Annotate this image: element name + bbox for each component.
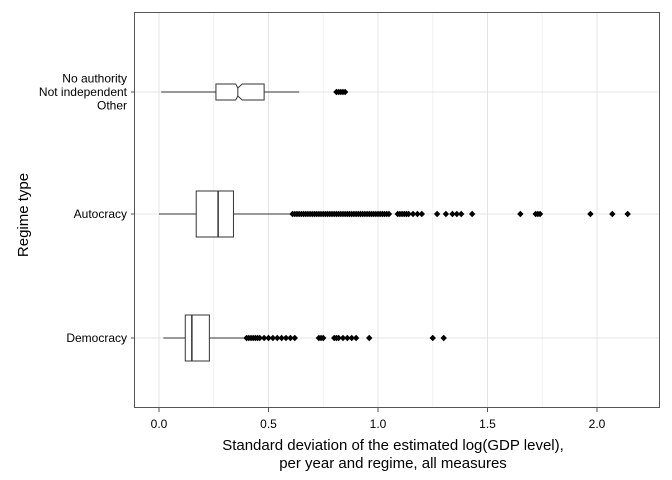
x-tick-label: 1.0	[370, 417, 387, 431]
outlier-point	[440, 334, 447, 342]
plot-border	[134, 12, 660, 408]
notched-box	[215, 83, 265, 101]
outlier-point	[433, 210, 441, 218]
y-tick-label: Other	[97, 99, 127, 113]
outlier-point	[458, 210, 465, 218]
y-axis-title: Regime type	[15, 173, 32, 257]
outlier-point	[269, 334, 277, 342]
outlier-point	[256, 334, 263, 342]
x-tick-label: 0.0	[151, 417, 168, 431]
outlier-point	[409, 210, 417, 218]
outlier-point	[265, 334, 272, 342]
outlier-point	[414, 210, 421, 218]
outlier-point	[442, 210, 450, 218]
outlier-point	[418, 210, 425, 218]
outlier-point	[339, 334, 347, 342]
box-1	[159, 190, 631, 238]
outlier-point	[366, 334, 373, 342]
outlier-point	[282, 334, 290, 342]
outlier-point	[274, 334, 281, 342]
outlier-point	[348, 334, 355, 342]
y-tick-label: No authority	[62, 72, 127, 86]
outlier-point	[468, 210, 476, 218]
outlier-point	[335, 334, 342, 342]
x-axis-title-line-2: per year and regime, all measures	[279, 455, 507, 472]
outlier-point	[352, 334, 360, 342]
outlier-point	[517, 210, 524, 218]
y-tick-label: Autocracy	[74, 207, 127, 221]
outlier-point	[260, 334, 268, 342]
outlier-point	[320, 334, 327, 342]
x-tick-label: 2.0	[589, 417, 606, 431]
outlier-point	[624, 210, 631, 218]
outlier-point	[609, 210, 616, 218]
x-tick-label: 1.5	[479, 417, 496, 431]
box-iqr	[195, 190, 234, 238]
box-0	[161, 83, 349, 101]
outlier-point	[344, 334, 351, 342]
box-iqr	[184, 314, 210, 362]
x-tick-label: 0.5	[260, 417, 277, 431]
x-axis-title-line-1: Standard deviation of the estimated log(…	[222, 437, 564, 454]
x-axis: 0.0 0.5 1.0 1.5 2.0	[151, 408, 606, 431]
outlier-point	[453, 210, 461, 218]
outlier-point	[536, 210, 544, 218]
outlier-point	[385, 210, 393, 218]
box-series	[159, 83, 631, 362]
outlier-point	[287, 334, 294, 342]
y-tick-label: Democracy	[66, 331, 127, 345]
outlier-point	[291, 334, 298, 342]
box-2	[163, 314, 447, 362]
outlier-point	[278, 334, 285, 342]
outlier-point	[341, 88, 349, 96]
outlier-point	[429, 334, 436, 342]
outlier-point	[405, 210, 412, 218]
y-tick-label: Not independent	[39, 85, 128, 99]
outlier-point	[449, 210, 456, 218]
outlier-point	[587, 210, 594, 218]
